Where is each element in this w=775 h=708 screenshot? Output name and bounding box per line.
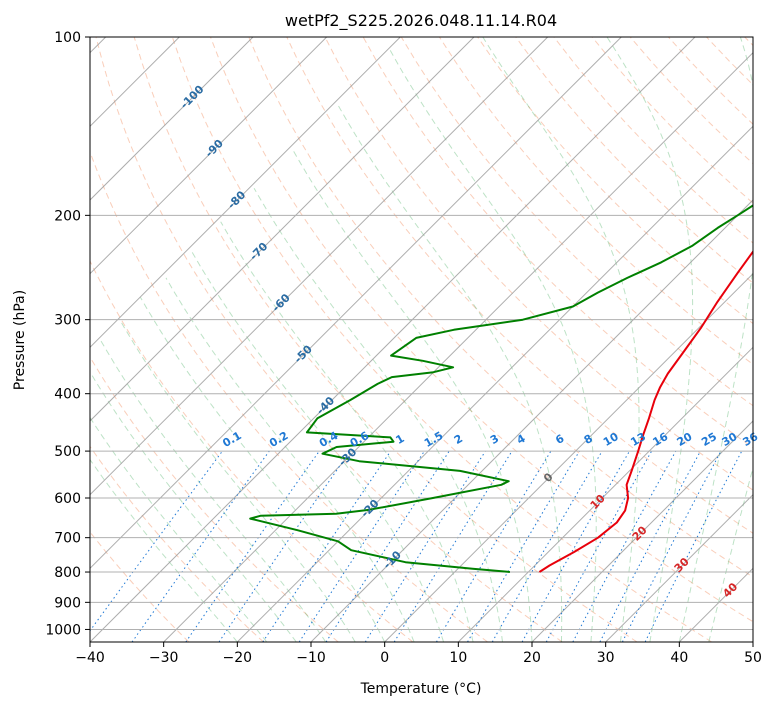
mixing-ratio-line <box>435 450 552 642</box>
isotherm-line <box>90 37 549 496</box>
isotherm-line <box>605 493 753 642</box>
dry-adiabat <box>90 259 414 642</box>
isotherm-line <box>90 37 622 570</box>
dry-adiabat <box>133 37 638 642</box>
moist-adiabat <box>678 37 753 642</box>
dry-adiabat <box>248 37 753 578</box>
y-axis: 100 200 300 400 500 600 700 800 900 1000 <box>45 30 90 638</box>
mixing-ratio-line <box>572 450 677 642</box>
chart-title: wetPf2_S225.2026.048.11.14.R04 <box>285 11 557 31</box>
mixing-ratio-line <box>325 450 450 642</box>
dry-adiabat <box>171 37 712 642</box>
y-tick-label: 400 <box>54 387 81 403</box>
moist-adiabat <box>100 340 327 642</box>
moist-adiabat <box>220 221 474 642</box>
dry-adiabat <box>210 37 753 623</box>
moist-adiabat <box>337 104 563 642</box>
dewpoint-line <box>249 204 753 573</box>
x-tick-label: 0 <box>380 650 389 666</box>
isotherm-line <box>457 346 753 642</box>
temperature-line <box>538 249 753 573</box>
isotherm-line <box>163 51 753 642</box>
y-tick-label: 100 <box>54 30 81 46</box>
isotherm-line <box>384 272 753 642</box>
x-tick-label: 30 <box>597 650 615 666</box>
y-tick-label: 300 <box>54 313 81 329</box>
isotherm-line <box>90 37 254 201</box>
plot-frame <box>89 36 754 643</box>
x-tick-label: −10 <box>296 650 326 666</box>
dry-adiabat <box>324 37 753 491</box>
y-tick-label: 900 <box>54 595 81 611</box>
x-axis-label: Temperature (°C) <box>360 681 482 697</box>
y-axis-label: Pressure (hPa) <box>12 290 28 390</box>
moist-adiabat <box>119 319 356 642</box>
mixing-ratio-line <box>298 450 425 642</box>
mixing-ratio-line <box>599 450 701 642</box>
moist-adiabat <box>606 37 694 642</box>
x-axis: −40 −30 −20 −10 0 10 20 30 40 50 <box>75 642 762 666</box>
isotherm-line <box>90 37 475 422</box>
pressure-gridlines <box>90 37 753 630</box>
mixing-ratio-line <box>185 450 320 642</box>
moist-adiabat <box>90 458 238 642</box>
dry-adiabat <box>95 37 563 642</box>
isotherm-line <box>310 199 753 642</box>
sounding-series <box>249 204 753 573</box>
moist-adiabat <box>191 251 445 642</box>
moist-adiabat <box>708 465 753 642</box>
x-tick-label: −40 <box>75 650 105 666</box>
moist-adiabat <box>90 416 268 642</box>
x-tick-label: −30 <box>149 650 179 666</box>
moist-adiabat <box>165 277 415 642</box>
y-tick-label: 600 <box>54 491 81 507</box>
mixing-ratio-line <box>364 450 486 642</box>
y-tick-label: 800 <box>54 565 81 581</box>
y-tick-label: 1000 <box>45 622 81 638</box>
dry-adiabat <box>515 37 753 284</box>
y-tick-label: 500 <box>54 444 81 460</box>
y-tick-label: 200 <box>54 208 81 224</box>
mixing-ratio-line <box>467 450 580 642</box>
x-tick-label: 10 <box>449 650 467 666</box>
dry-adiabat <box>286 37 753 534</box>
mixing-ratio-line <box>218 450 351 642</box>
dry-adiabat <box>90 445 264 642</box>
moist-adiabat <box>389 49 597 642</box>
x-tick-label: 40 <box>670 650 688 666</box>
x-tick-label: 20 <box>523 650 541 666</box>
x-tick-label: 50 <box>744 650 762 666</box>
isotherm-line <box>90 37 696 642</box>
moist-adiabat <box>139 297 386 642</box>
isotherm-line <box>90 37 328 275</box>
y-tick-label: 700 <box>54 531 81 547</box>
moist-adiabat <box>253 187 503 642</box>
isotherm-line <box>531 420 753 642</box>
mixing-ratio-line <box>393 450 513 642</box>
isotherm-line <box>90 37 401 349</box>
moist-adiabat <box>292 149 533 642</box>
mixing-ratio-line <box>262 450 392 642</box>
x-tick-label: −20 <box>223 650 253 666</box>
